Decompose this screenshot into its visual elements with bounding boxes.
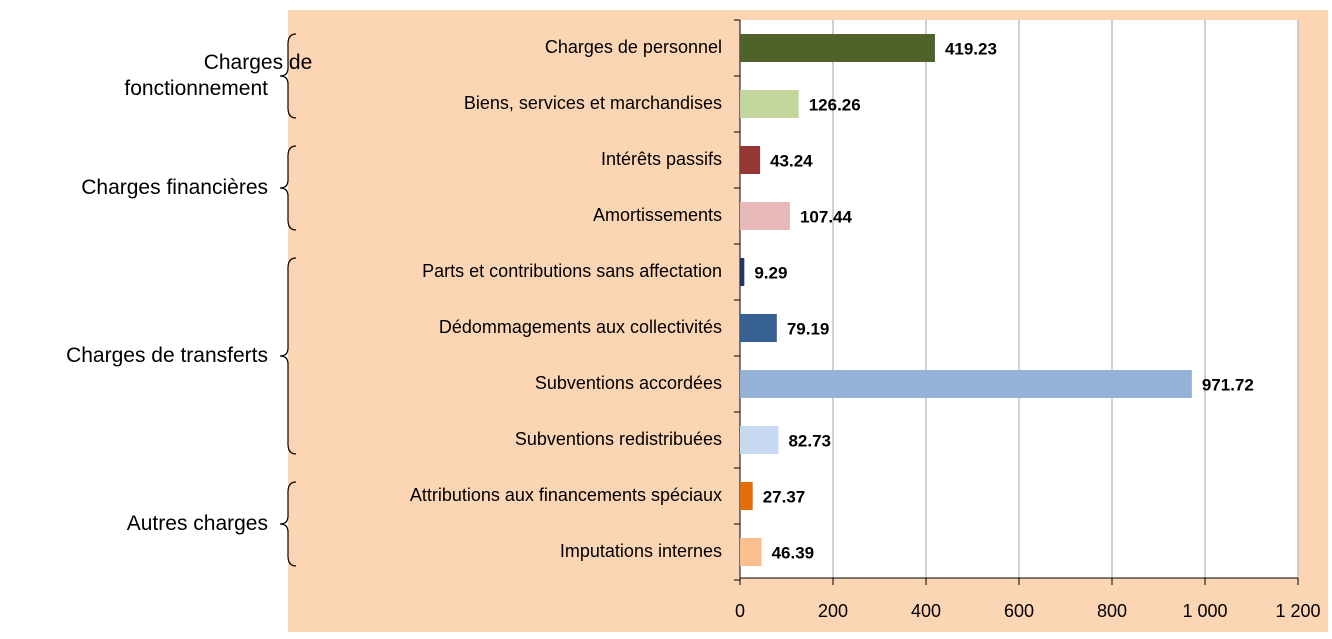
category-label: Biens, services et marchandises — [464, 93, 722, 113]
bar — [740, 34, 935, 62]
bar — [740, 314, 777, 342]
group-brace — [279, 257, 297, 455]
category-label: Charges de personnel — [545, 37, 722, 57]
x-tick-label: 0 — [735, 601, 745, 621]
value-label: 79.19 — [787, 319, 830, 338]
group-label-line: Charges de — [204, 51, 313, 74]
value-label: 43.24 — [770, 151, 813, 170]
category-label: Subventions accordées — [535, 373, 722, 393]
x-tick-label: 600 — [1004, 601, 1034, 621]
bar — [740, 202, 790, 230]
x-tick-label: 400 — [911, 601, 941, 621]
group-label: Charges financières — [81, 176, 268, 199]
value-label: 46.39 — [772, 543, 815, 562]
x-tick-label: 200 — [818, 601, 848, 621]
group-label-line: Charges financières — [81, 176, 268, 199]
x-tick-label: 800 — [1097, 601, 1127, 621]
value-label: 126.26 — [809, 95, 861, 114]
group-brace — [279, 481, 297, 567]
category-label: Intérêts passifs — [601, 149, 722, 169]
group-brace — [279, 145, 297, 231]
group-label: Autres charges — [127, 512, 268, 535]
category-label: Subventions redistribuées — [515, 429, 722, 449]
value-label: 971.72 — [1202, 375, 1254, 394]
bar — [740, 258, 745, 286]
group-brace — [279, 33, 297, 119]
bar — [740, 146, 761, 174]
x-tick-label: 1 000 — [1182, 601, 1227, 621]
group-label-line: fonctionnement — [124, 77, 268, 100]
category-label: Imputations internes — [560, 541, 722, 561]
value-label: 107.44 — [800, 207, 853, 226]
category-label: Amortissements — [593, 205, 722, 225]
bar — [740, 482, 753, 510]
value-label: 27.37 — [763, 487, 806, 506]
bar — [740, 370, 1192, 398]
group-label-line: Charges de transferts — [66, 344, 268, 367]
category-label: Dédommagements aux collectivités — [439, 317, 722, 337]
value-label: 419.23 — [945, 39, 997, 58]
x-tick-label: 1 200 — [1275, 601, 1320, 621]
category-label: Parts et contributions sans affectation — [422, 261, 722, 281]
bar — [740, 538, 762, 566]
group-label-line: Autres charges — [127, 512, 268, 535]
value-label: 82.73 — [788, 431, 831, 450]
category-label: Attributions aux financements spéciaux — [410, 485, 722, 505]
value-label: 9.29 — [754, 263, 787, 282]
group-label: Charges de transferts — [66, 344, 268, 367]
group-label: Charges de fonctionnement — [124, 51, 312, 100]
bar — [740, 426, 779, 454]
bar — [740, 90, 799, 118]
